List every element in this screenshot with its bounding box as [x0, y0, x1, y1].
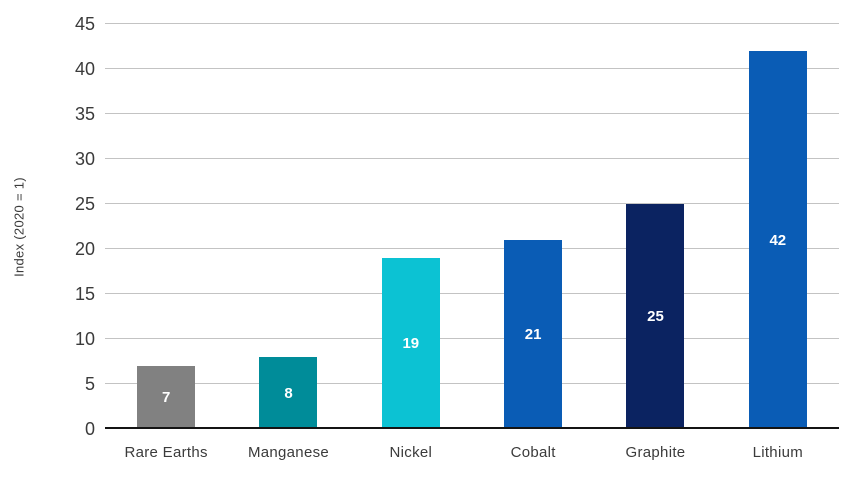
x-axis-label-graphite: Graphite: [625, 444, 686, 461]
bar-manganese: 8: [259, 357, 318, 429]
bar-nickel: 19: [381, 258, 440, 429]
y-axis-ticks: 0 5 10 15 20 25 30 35 40 45: [0, 15, 95, 438]
y-tick-label-40: 40: [74, 59, 95, 79]
bar-value-label-graphite: 25: [647, 308, 664, 325]
bar-slot-graphite: 25: [594, 24, 716, 429]
gridline-y-30: [105, 158, 839, 159]
bar-graphite: 25: [626, 204, 685, 429]
gridline-y-10: [105, 338, 839, 339]
gridline-y-25: [105, 203, 839, 204]
y-tick-label-35: 35: [74, 104, 95, 124]
gridline-y-5: [105, 383, 839, 384]
y-tick-label-5: 5: [84, 374, 95, 394]
y-tick-label-10: 10: [74, 329, 95, 349]
x-axis-label-nickel: Nickel: [389, 444, 433, 461]
bar-value-label-nickel: 19: [402, 335, 420, 352]
y-tick-label-45: 45: [74, 14, 95, 34]
bar-slot-manganese: 8: [227, 24, 349, 429]
bar-value-label-rare-earths: 7: [161, 389, 171, 406]
bars-container: 7 8 19 21 25 42: [105, 24, 839, 429]
gridline-y-40: [105, 68, 839, 69]
y-tick-label-30: 30: [74, 149, 95, 169]
bar-value-label-manganese: 8: [284, 384, 293, 402]
x-axis-label-cobalt: Cobalt: [510, 444, 556, 461]
x-axis-labels: Rare Earths Manganese Nickel Cobalt Graphite…: [105, 444, 839, 461]
y-tick-label-20: 20: [74, 239, 95, 259]
bar-value-label-lithium: 42: [769, 231, 787, 249]
bar-rare-earths: 7: [137, 366, 196, 429]
x-axis-label-rare-earths: Rare Earths: [124, 444, 208, 461]
gridline-y-45: [105, 23, 839, 24]
bar-slot-lithium: 42: [717, 24, 839, 429]
bar-slot-rare-earths: 7: [105, 24, 227, 429]
gridline-y-35: [105, 113, 839, 114]
bar-cobalt: 21: [504, 240, 563, 429]
bar-slot-cobalt: 21: [472, 24, 594, 429]
plot-area: 7 8 19 21 25 42: [105, 23, 839, 429]
x-axis-label-manganese: Manganese: [247, 444, 330, 461]
bar-slot-nickel: 19: [350, 24, 472, 429]
x-axis-label-lithium: Lithium: [752, 444, 804, 461]
x-axis-line: [105, 427, 839, 429]
gridline-y-20: [105, 248, 839, 249]
y-tick-label-15: 15: [74, 284, 95, 304]
y-tick-label-25: 25: [74, 194, 95, 214]
bar-value-label-cobalt: 21: [524, 326, 542, 343]
y-tick-label-0: 0: [84, 419, 95, 439]
gridline-y-15: [105, 293, 839, 294]
bar-lithium: 42: [748, 51, 807, 429]
